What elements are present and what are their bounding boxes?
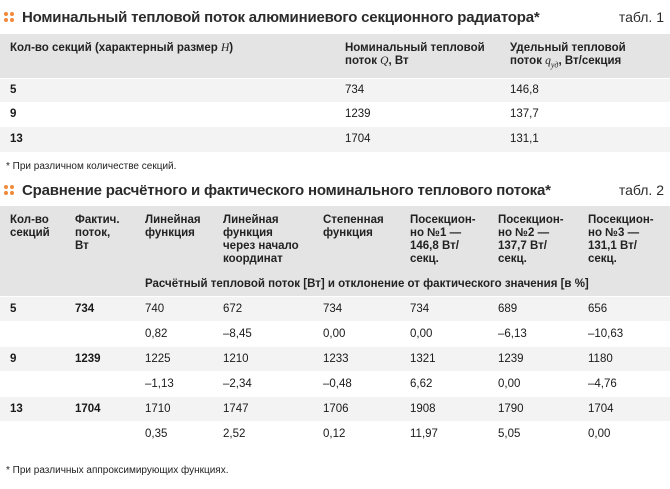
table2-header-linear-origin: Линейная функция через начало координат [223,214,299,265]
table2-cell-deviation: 0,00 [588,428,611,440]
table-row: 5 734 740 672 734 734 689 656 [0,297,670,321]
table2-cell-value: 1225 [145,353,171,365]
table2-header-sections: Кол-во секций [10,214,50,239]
table2-header-actual: Фактич. поток, Вт [75,214,120,252]
table1-title-row: Номинальный тепловой поток алюминиевого … [0,6,670,28]
table2-cell-value: 1180 [588,353,613,365]
table1-title: Номинальный тепловой поток алюминиевого … [22,8,540,26]
table2-cell-value: 1321 [410,353,436,365]
table1-cell-specific: 137,7 [510,108,539,120]
table2-cell-deviation: 0,00 [498,378,521,390]
table2-cell-deviation: –4,76 [588,378,617,390]
table2-cell-actual: 1239 [75,353,101,365]
table2-cell-deviation: 0,82 [145,328,168,340]
table2-cell-deviation: 0,35 [145,428,168,440]
table2-cell-sections: 13 [10,403,23,415]
table2-cell-value: 656 [588,303,608,315]
table2-cell-deviation: 2,52 [223,428,246,440]
table2-cell-value: 1210 [223,353,249,365]
table-row: 0,82 –8,45 0,00 0,00 –6,13 –10,63 [0,322,670,346]
table2-cell-value: 1233 [323,353,349,365]
table-row: 0,35 2,52 0,12 11,97 5,05 0,00 [0,422,670,447]
table2-cell-deviation: –2,34 [223,378,252,390]
table2-cell-value: 1747 [223,403,249,415]
table2-cell-sections: 9 [10,353,17,365]
table2-cell-deviation: –1,13 [145,378,174,390]
table2-cell-value: 734 [323,303,343,315]
table1-tab-label: табл. 1 [618,9,664,25]
table2-cell-value: 1790 [498,403,524,415]
table1-cell-flow: 734 [345,84,365,96]
table2-header: Кол-во секций Фактич. поток, Вт Линейная фун… [0,206,670,296]
table2-title: Сравнение расчётного и фактического номи… [22,181,551,199]
table2-header-sec2: Посекцион-но №2 —137,7 Вт/секц. [498,214,564,265]
table2-header-sec1: Посекцион-но №1 —146,8 Вт/секц. [410,214,476,265]
table2-cell-value: 1710 [145,403,171,415]
table1-header-flow: Номинальный тепловой поток Q, Вт [345,42,485,67]
table1-header-sections: Кол-во секций (характерный размер H) [10,42,234,54]
table2-cell-value: 689 [498,303,518,315]
table1-cell-specific: 146,8 [510,84,539,96]
table1-cell-specific: 131,1 [510,133,539,145]
table2-cell-deviation: 6,62 [410,378,433,390]
table1-header: Кол-во секций (характерный размер H) Ном… [0,34,670,78]
table2-cell-sections: 5 [10,303,17,315]
table2-cell-actual: 734 [75,303,95,315]
table1-header-specific: Удельный тепловой поток qуд, Вт/секция [510,42,626,70]
table2-header-linear: Линейная функция [145,214,201,239]
bullet-dots-icon [4,185,14,195]
table-row: 5 734 146,8 [0,79,670,102]
table2-cell-deviation: –0,48 [323,378,352,390]
table1-cell-sections: 5 [10,84,17,96]
table2-cell-deviation: –8,45 [223,328,252,340]
table2-cell-deviation: –6,13 [498,328,527,340]
table2-cell-value: 1706 [323,403,349,415]
table2-title-row: Сравнение расчётного и фактического номи… [0,179,670,201]
table2-cell-value: 672 [223,303,243,315]
table2-cell-deviation: 0,12 [323,428,346,440]
table-row: 13 1704 1710 1747 1706 1908 1790 1704 [0,397,670,421]
table2-cell-deviation: 0,00 [323,328,346,340]
table2-cell-deviation: 5,05 [498,428,521,440]
table2-cell-deviation: 11,97 [410,428,438,440]
table-row: 13 1704 131,1 [0,127,670,152]
table2-tab-label: табл. 2 [618,182,664,198]
table2-cell-value: 734 [410,303,430,315]
table2-cell-deviation: –10,63 [588,328,624,340]
table-row: 9 1239 137,7 [0,103,670,126]
table2-cell-value: 1239 [498,353,524,365]
table1-cell-flow: 1239 [345,108,371,120]
table2-footnote: * При различных аппроксимирующих функция… [6,465,229,476]
table1-cell-sections: 9 [10,108,17,120]
table1-footnote: * При различном количестве секций. [6,161,177,172]
bullet-dots-icon [4,12,14,22]
table2-subheader: Расчётный тепловой поток [Вт] и отклонен… [145,278,589,290]
table2-cell-deviation: 0,00 [410,328,433,340]
table-row: 9 1239 1225 1210 1233 1321 1239 1180 [0,347,670,371]
table1-cell-flow: 1704 [345,133,371,145]
table2-cell-value: 1908 [410,403,436,415]
table2-header-power: Степенная функция [323,214,384,239]
table-row: –1,13 –2,34 –0,48 6,62 0,00 –4,76 [0,372,670,396]
table2-header-sec3: Посекцион-но №3 —131,1 Вт/секц. [588,214,654,265]
table2-cell-value: 1704 [588,403,614,415]
table1-cell-sections: 13 [10,133,23,145]
table2-cell-value: 740 [145,303,165,315]
table2-cell-actual: 1704 [75,403,101,415]
